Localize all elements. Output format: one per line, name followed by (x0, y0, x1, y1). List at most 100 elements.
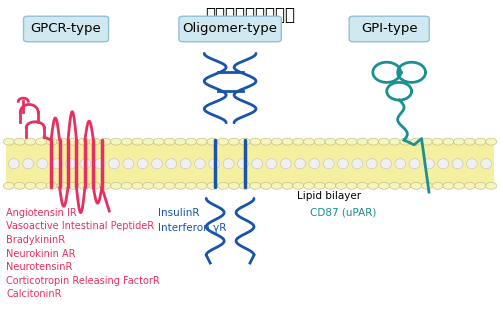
Text: InsulinR: InsulinR (158, 208, 200, 218)
Circle shape (142, 182, 154, 189)
Text: Interferon γR: Interferon γR (158, 223, 226, 233)
Bar (6, 142, 494, 186)
Text: 受容体の構造と種類: 受容体の構造と種類 (205, 6, 295, 24)
Circle shape (110, 138, 122, 145)
Ellipse shape (438, 159, 448, 169)
Circle shape (175, 182, 186, 189)
Circle shape (25, 182, 36, 189)
Ellipse shape (338, 159, 348, 169)
FancyBboxPatch shape (24, 16, 108, 42)
Circle shape (314, 182, 325, 189)
Circle shape (272, 138, 282, 145)
Circle shape (378, 138, 390, 145)
Ellipse shape (94, 159, 105, 169)
Circle shape (400, 182, 411, 189)
Ellipse shape (280, 159, 291, 169)
Circle shape (443, 138, 454, 145)
Ellipse shape (309, 159, 320, 169)
Circle shape (46, 182, 57, 189)
Text: Oligomer-type: Oligomer-type (182, 22, 278, 35)
Circle shape (57, 182, 68, 189)
Circle shape (400, 138, 411, 145)
Ellipse shape (266, 159, 277, 169)
Text: GPI-type: GPI-type (361, 22, 418, 35)
Ellipse shape (52, 159, 62, 169)
Circle shape (186, 138, 196, 145)
Ellipse shape (452, 159, 463, 169)
Circle shape (475, 182, 486, 189)
Ellipse shape (324, 159, 334, 169)
Circle shape (239, 182, 250, 189)
Ellipse shape (80, 159, 91, 169)
FancyBboxPatch shape (349, 16, 429, 42)
Ellipse shape (166, 159, 176, 169)
Text: BradykininR: BradykininR (6, 235, 66, 245)
Circle shape (314, 138, 325, 145)
Ellipse shape (424, 159, 434, 169)
Circle shape (304, 138, 314, 145)
Circle shape (260, 182, 272, 189)
Ellipse shape (252, 159, 262, 169)
Circle shape (454, 182, 464, 189)
Circle shape (389, 138, 400, 145)
Ellipse shape (137, 159, 148, 169)
Circle shape (89, 182, 100, 189)
Ellipse shape (180, 159, 191, 169)
Ellipse shape (409, 159, 420, 169)
Circle shape (389, 182, 400, 189)
Circle shape (207, 182, 218, 189)
Circle shape (228, 182, 239, 189)
Circle shape (142, 138, 154, 145)
Circle shape (464, 182, 475, 189)
Text: CalcitoninR: CalcitoninR (6, 289, 62, 299)
Ellipse shape (395, 159, 406, 169)
Circle shape (410, 182, 422, 189)
Ellipse shape (223, 159, 234, 169)
Circle shape (346, 138, 358, 145)
Circle shape (368, 138, 378, 145)
Circle shape (293, 138, 304, 145)
Circle shape (325, 182, 336, 189)
Ellipse shape (366, 159, 377, 169)
Ellipse shape (380, 159, 392, 169)
Circle shape (357, 182, 368, 189)
Circle shape (154, 182, 164, 189)
Circle shape (282, 138, 293, 145)
Circle shape (260, 138, 272, 145)
Circle shape (175, 138, 186, 145)
Circle shape (14, 138, 25, 145)
Circle shape (272, 182, 282, 189)
Ellipse shape (480, 159, 492, 169)
Circle shape (336, 182, 346, 189)
Circle shape (4, 182, 15, 189)
Circle shape (122, 182, 132, 189)
Circle shape (207, 138, 218, 145)
Circle shape (464, 138, 475, 145)
Circle shape (336, 138, 346, 145)
Ellipse shape (238, 159, 248, 169)
Circle shape (282, 182, 293, 189)
Circle shape (486, 138, 496, 145)
Circle shape (186, 182, 196, 189)
Text: CD87 (uPAR): CD87 (uPAR) (310, 208, 376, 218)
Circle shape (250, 138, 261, 145)
Circle shape (78, 138, 90, 145)
Circle shape (196, 182, 207, 189)
Ellipse shape (37, 159, 48, 169)
Circle shape (132, 138, 143, 145)
Ellipse shape (294, 159, 306, 169)
Circle shape (89, 138, 100, 145)
Circle shape (228, 138, 239, 145)
Circle shape (443, 182, 454, 189)
Text: GPCR-type: GPCR-type (30, 22, 102, 35)
Circle shape (36, 182, 46, 189)
Circle shape (422, 138, 432, 145)
Circle shape (100, 182, 111, 189)
Circle shape (410, 138, 422, 145)
Circle shape (454, 138, 464, 145)
Text: Vasoactive Intestinal PeptideR: Vasoactive Intestinal PeptideR (6, 221, 154, 232)
Circle shape (132, 182, 143, 189)
Circle shape (325, 138, 336, 145)
Ellipse shape (8, 159, 20, 169)
Circle shape (432, 138, 443, 145)
